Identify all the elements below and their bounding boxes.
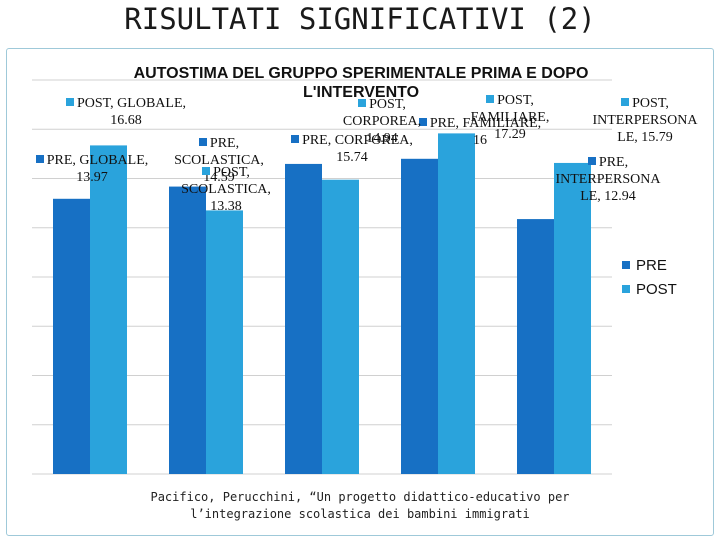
data-label-post-globale: POST, GLOBALE, 16.68 xyxy=(56,95,196,129)
data-label-pre-corporea: PRE, CORPOREA, 15.74 xyxy=(282,132,422,166)
bars xyxy=(53,133,591,475)
legend-key-square xyxy=(587,157,596,165)
bar-pre-corporea xyxy=(285,163,322,474)
data-label-post-corporea: POST, CORPOREA, 14.94 xyxy=(312,96,452,147)
legend-item-post: POST xyxy=(622,278,677,302)
legend-swatch xyxy=(622,261,630,269)
bar-post-familiare xyxy=(438,133,475,474)
data-label-text: PRE, SCOLASTICA, 14.59 xyxy=(174,136,264,185)
bar-post-interpersonale xyxy=(554,162,591,474)
legend: PRE POST xyxy=(622,254,677,302)
legend-swatch xyxy=(622,285,630,293)
data-label-text: POST, FAMILIARE, 17.29 xyxy=(470,93,550,142)
data-label-text: POST, CORPOREA, 14.94 xyxy=(342,97,422,146)
bar-post-globale xyxy=(90,145,127,475)
bar-pre-globale xyxy=(53,198,90,474)
legend-key-square xyxy=(65,98,74,106)
legend-label: POST xyxy=(636,281,677,298)
legend-key-square xyxy=(418,118,427,126)
data-label-pre-interpersonale: PRE, INTERPERSONA LE, 12.94 xyxy=(538,154,678,205)
legend-key-square xyxy=(198,138,207,146)
data-label-post-scolastica: POST, SCOLASTICA, 13.38 xyxy=(156,164,296,215)
bar-pre-familiare xyxy=(401,158,438,475)
legend-key-square xyxy=(358,99,367,107)
legend-key-square xyxy=(35,155,44,163)
bar-post-corporea xyxy=(322,179,359,474)
data-label-text: PRE, FAMILIARE, 16 xyxy=(429,116,542,148)
legend-key-square xyxy=(202,167,211,175)
legend-key-square xyxy=(621,98,630,106)
caption-line-2: l’integrazione scolastica dei bambini im… xyxy=(190,507,530,521)
data-label-text: POST, INTERPERSONA LE, 15.79 xyxy=(592,96,698,145)
data-label-text: POST, SCOLASTICA, 13.38 xyxy=(181,165,271,214)
data-label-pre-globale: PRE, GLOBALE, 13.97 xyxy=(22,152,162,186)
legend-key-square xyxy=(486,95,495,103)
bar-pre-interpersonale xyxy=(517,219,554,474)
data-label-post-interpersonale: POST, INTERPERSONA LE, 15.79 xyxy=(575,95,715,146)
legend-key-square xyxy=(291,135,300,143)
bar-post-scolastica xyxy=(206,210,243,474)
bar-pre-scolastica xyxy=(169,186,206,474)
caption-line-1: Pacifico, Perucchini, “Un progetto didat… xyxy=(150,490,570,504)
chart-title: AUTOSTIMA DEL GRUPPO SPERIMENTALE PRIMA … xyxy=(133,65,589,101)
legend-label: PRE xyxy=(636,257,667,274)
data-label-text: PRE, GLOBALE, 13.97 xyxy=(46,153,149,185)
data-label-post-familiare: POST, FAMILIARE, 17.29 xyxy=(440,92,580,143)
legend-item-pre: PRE xyxy=(622,254,677,278)
source-caption: Pacifico, Perucchini, “Un progetto didat… xyxy=(140,489,580,523)
data-label-pre-familiare: PRE, FAMILIARE, 16 xyxy=(410,115,550,149)
data-label-text: PRE, INTERPERSONA LE, 12.94 xyxy=(555,155,661,204)
data-label-text: POST, GLOBALE, 16.68 xyxy=(76,96,187,128)
data-label-pre-scolastica: PRE, SCOLASTICA, 14.59 xyxy=(149,135,289,186)
slide-title: RISULTATI SIGNIFICATIVI (2) xyxy=(124,2,596,36)
data-label-text: PRE, CORPOREA, 15.74 xyxy=(302,133,413,165)
chart-frame xyxy=(6,48,714,536)
